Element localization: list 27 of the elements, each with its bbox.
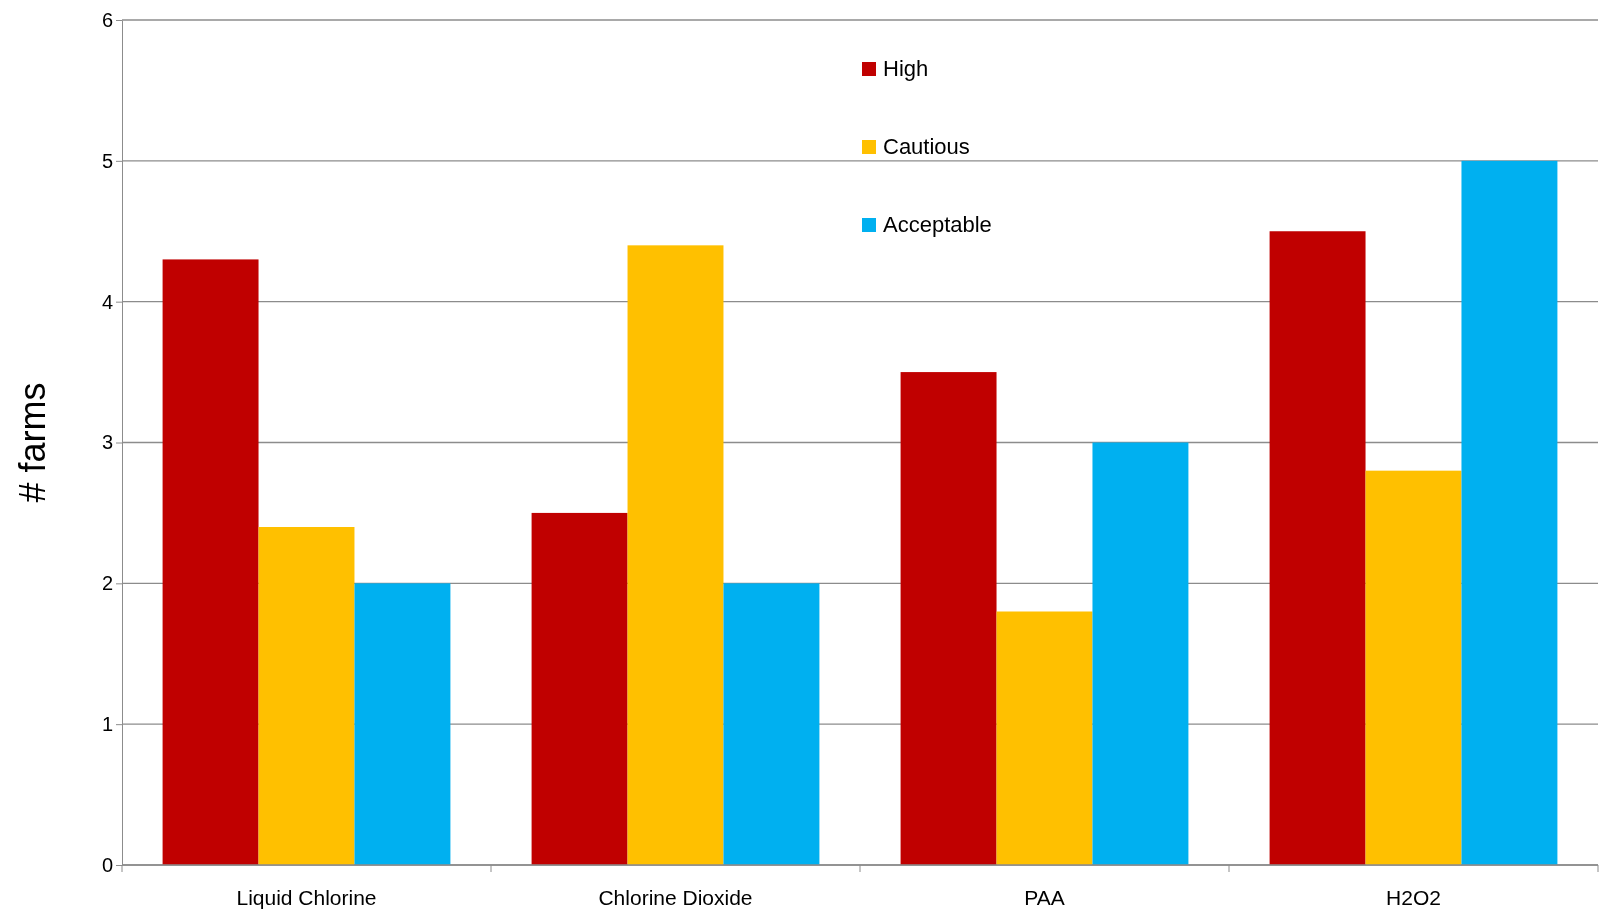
bar [162, 259, 259, 865]
y-tick-label: 3 [101, 431, 113, 454]
x-tick-label: PAA [1024, 886, 1065, 909]
bar [1092, 442, 1189, 865]
bar [1269, 231, 1366, 865]
x-tick-label: Chlorine Dioxide [598, 886, 753, 909]
y-tick-label: 6 [101, 8, 113, 31]
bar [900, 372, 997, 865]
y-tick-label: 1 [101, 713, 113, 736]
bar [531, 512, 628, 865]
y-axis-title: # farms [12, 382, 53, 503]
y-tick-label: 2 [101, 572, 113, 595]
y-tick-label: 4 [101, 290, 113, 313]
legend-label: High [883, 56, 929, 81]
bar [1461, 160, 1558, 865]
legend-label: Acceptable [883, 212, 992, 237]
bar [354, 583, 451, 865]
bar [627, 245, 724, 865]
bar [723, 583, 820, 865]
x-tick-label: H2O2 [1386, 886, 1441, 909]
y-tick-label: 0 [101, 853, 113, 876]
legend-label: Cautious [883, 134, 970, 159]
bar [1365, 470, 1462, 865]
bar [258, 527, 355, 865]
y-tick-label: 5 [101, 149, 113, 172]
x-tick-label: Liquid Chlorine [236, 886, 377, 909]
bar [996, 611, 1093, 865]
